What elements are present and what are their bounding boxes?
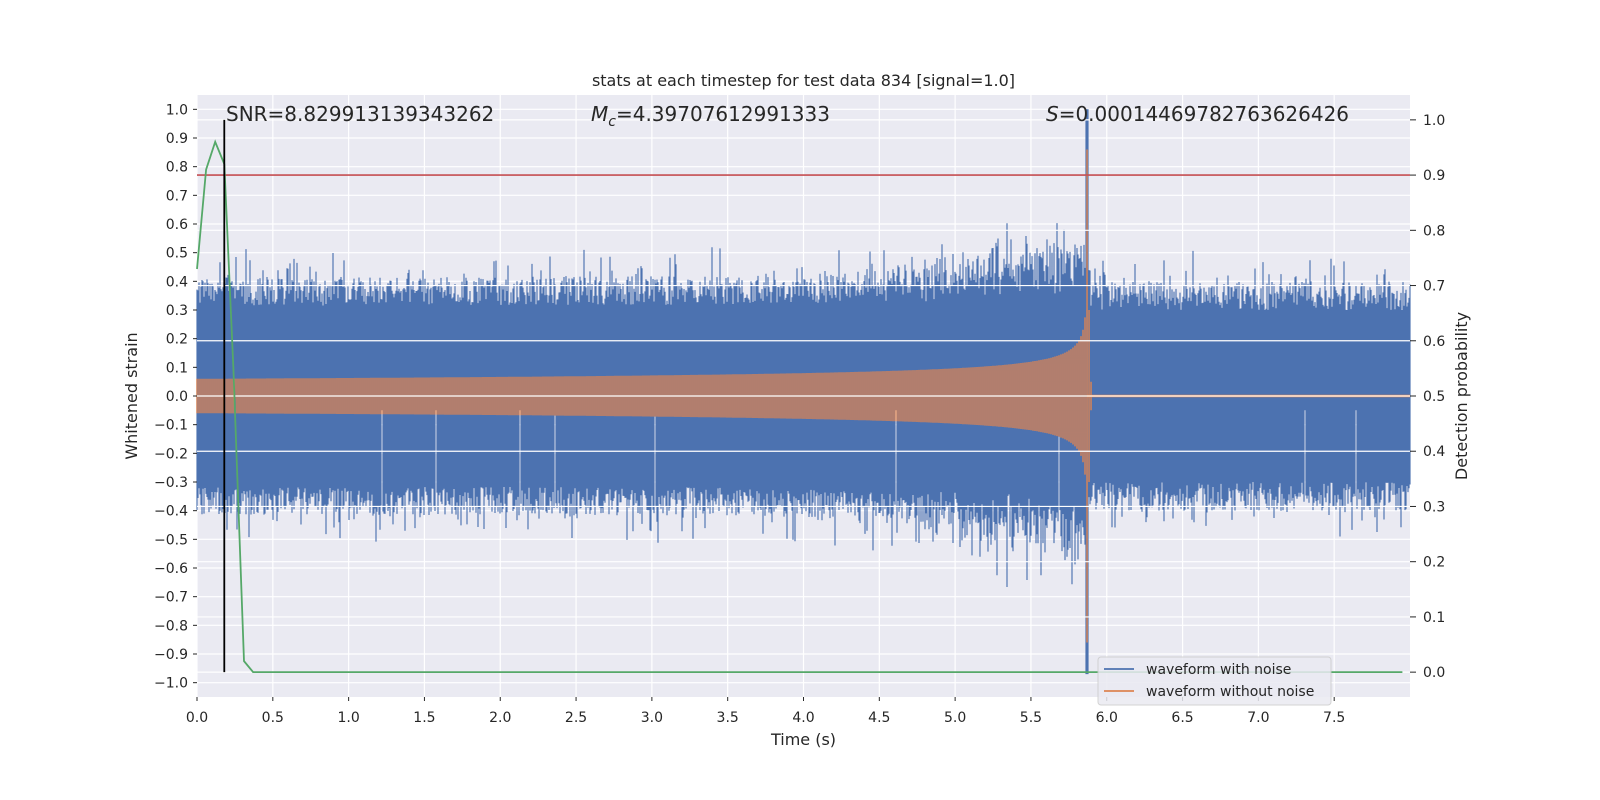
y2-tick-label: 0.6 (1423, 334, 1445, 350)
y-tick-label: −1.0 (154, 676, 188, 692)
y-tick-label: −0.5 (154, 532, 188, 548)
x-tick-label: 4.5 (868, 710, 890, 726)
x-tick-label: 6.5 (1171, 710, 1193, 726)
mc-subscript: c (608, 114, 616, 130)
y-tick-label: 0.1 (166, 360, 188, 376)
y-tick-label: 0.4 (166, 274, 188, 290)
y2-tick-label: 1.0 (1423, 113, 1445, 129)
x-tick-label: 2.5 (565, 710, 587, 726)
y-tick-label: 0.2 (166, 332, 188, 348)
x-tick-label: 1.5 (413, 710, 435, 726)
y-tick-label: 0.9 (166, 131, 188, 147)
y2-tick-label: 0.3 (1423, 499, 1445, 515)
y-tick-label: 1.0 (166, 102, 188, 118)
snr-annotation: SNR=8.829913139343262 (226, 102, 494, 126)
legend-label-clean: waveform without noise (1146, 684, 1314, 700)
x-axis-label: Time (s) (770, 730, 836, 749)
y2-tick-label: 0.2 (1423, 555, 1445, 571)
y2-tick-label: 0.9 (1423, 168, 1445, 184)
y-tick-label: −0.4 (154, 504, 188, 520)
x-tick-label: 5.5 (1020, 710, 1042, 726)
x-tick-label: 7.5 (1323, 710, 1345, 726)
x-tick-label: 2.0 (489, 710, 511, 726)
y-axis-label: Whitened strain (122, 332, 141, 459)
detection-probability-line (196, 139, 1403, 673)
y-tick-label: 0.8 (166, 160, 188, 176)
legend-label-noisy: waveform with noise (1146, 662, 1291, 678)
x-tick-label: 4.0 (792, 710, 814, 726)
s-symbol: S (1046, 102, 1059, 126)
series-detection-probability (196, 119, 1410, 673)
x-tick-label: 7.0 (1247, 710, 1269, 726)
y2-tick-label: 0.0 (1423, 665, 1445, 681)
chart-title: stats at each timestep for test data 834… (592, 71, 1015, 90)
legend-box (1097, 656, 1332, 706)
x-tick-label: 6.0 (1096, 710, 1118, 726)
x-tick-label: 1.0 (337, 710, 359, 726)
significance-annotation: S=0.00014469782763626426 (1046, 102, 1349, 126)
mc-symbol: M (591, 102, 608, 126)
y2-tick-label: 0.7 (1423, 279, 1445, 295)
y2-tick-label: 0.4 (1423, 444, 1445, 460)
tick-labels: 0.0 0.5 1.0 1.5 2.0 2.5 3.0 3.5 4.0 4.5 5.0 5.5 6.0 6… (154, 102, 1445, 726)
x-tick-label: 3.5 (717, 710, 739, 726)
x-tick-label: 0.5 (262, 710, 284, 726)
y-tick-label: −0.6 (154, 561, 188, 577)
y-tick-label: 0.0 (166, 389, 188, 405)
y2-tick-label: 0.8 (1423, 223, 1445, 239)
y-tick-label: −0.9 (154, 647, 188, 663)
y-tick-label: 0.3 (166, 303, 188, 319)
legend: waveform with noise waveform without noi… (1097, 656, 1332, 706)
y2-tick-label: 0.5 (1423, 389, 1445, 405)
s-value: =0.00014469782763626426 (1059, 102, 1349, 126)
y-tick-label: 0.7 (166, 188, 188, 204)
y-tick-label: 0.5 (166, 246, 188, 262)
y-tick-label: −0.7 (154, 590, 188, 606)
mc-value: =4.39707612991333 (616, 102, 830, 126)
chirp-mass-annotation: Mc=4.39707612991333 (591, 102, 830, 130)
y-tick-label: 0.6 (166, 217, 188, 233)
y-tick-label: −0.3 (154, 475, 188, 491)
y-tick-label: −0.1 (154, 418, 188, 434)
x-tick-label: 0.0 (186, 710, 208, 726)
y2-axis-label: Detection probability (1452, 312, 1471, 480)
x-tick-label: 5.0 (944, 710, 966, 726)
x-tick-label: 3.0 (641, 710, 663, 726)
y-tick-label: −0.8 (154, 618, 188, 634)
y-tick-label: −0.2 (154, 446, 188, 462)
y2-tick-label: 0.1 (1423, 610, 1445, 626)
